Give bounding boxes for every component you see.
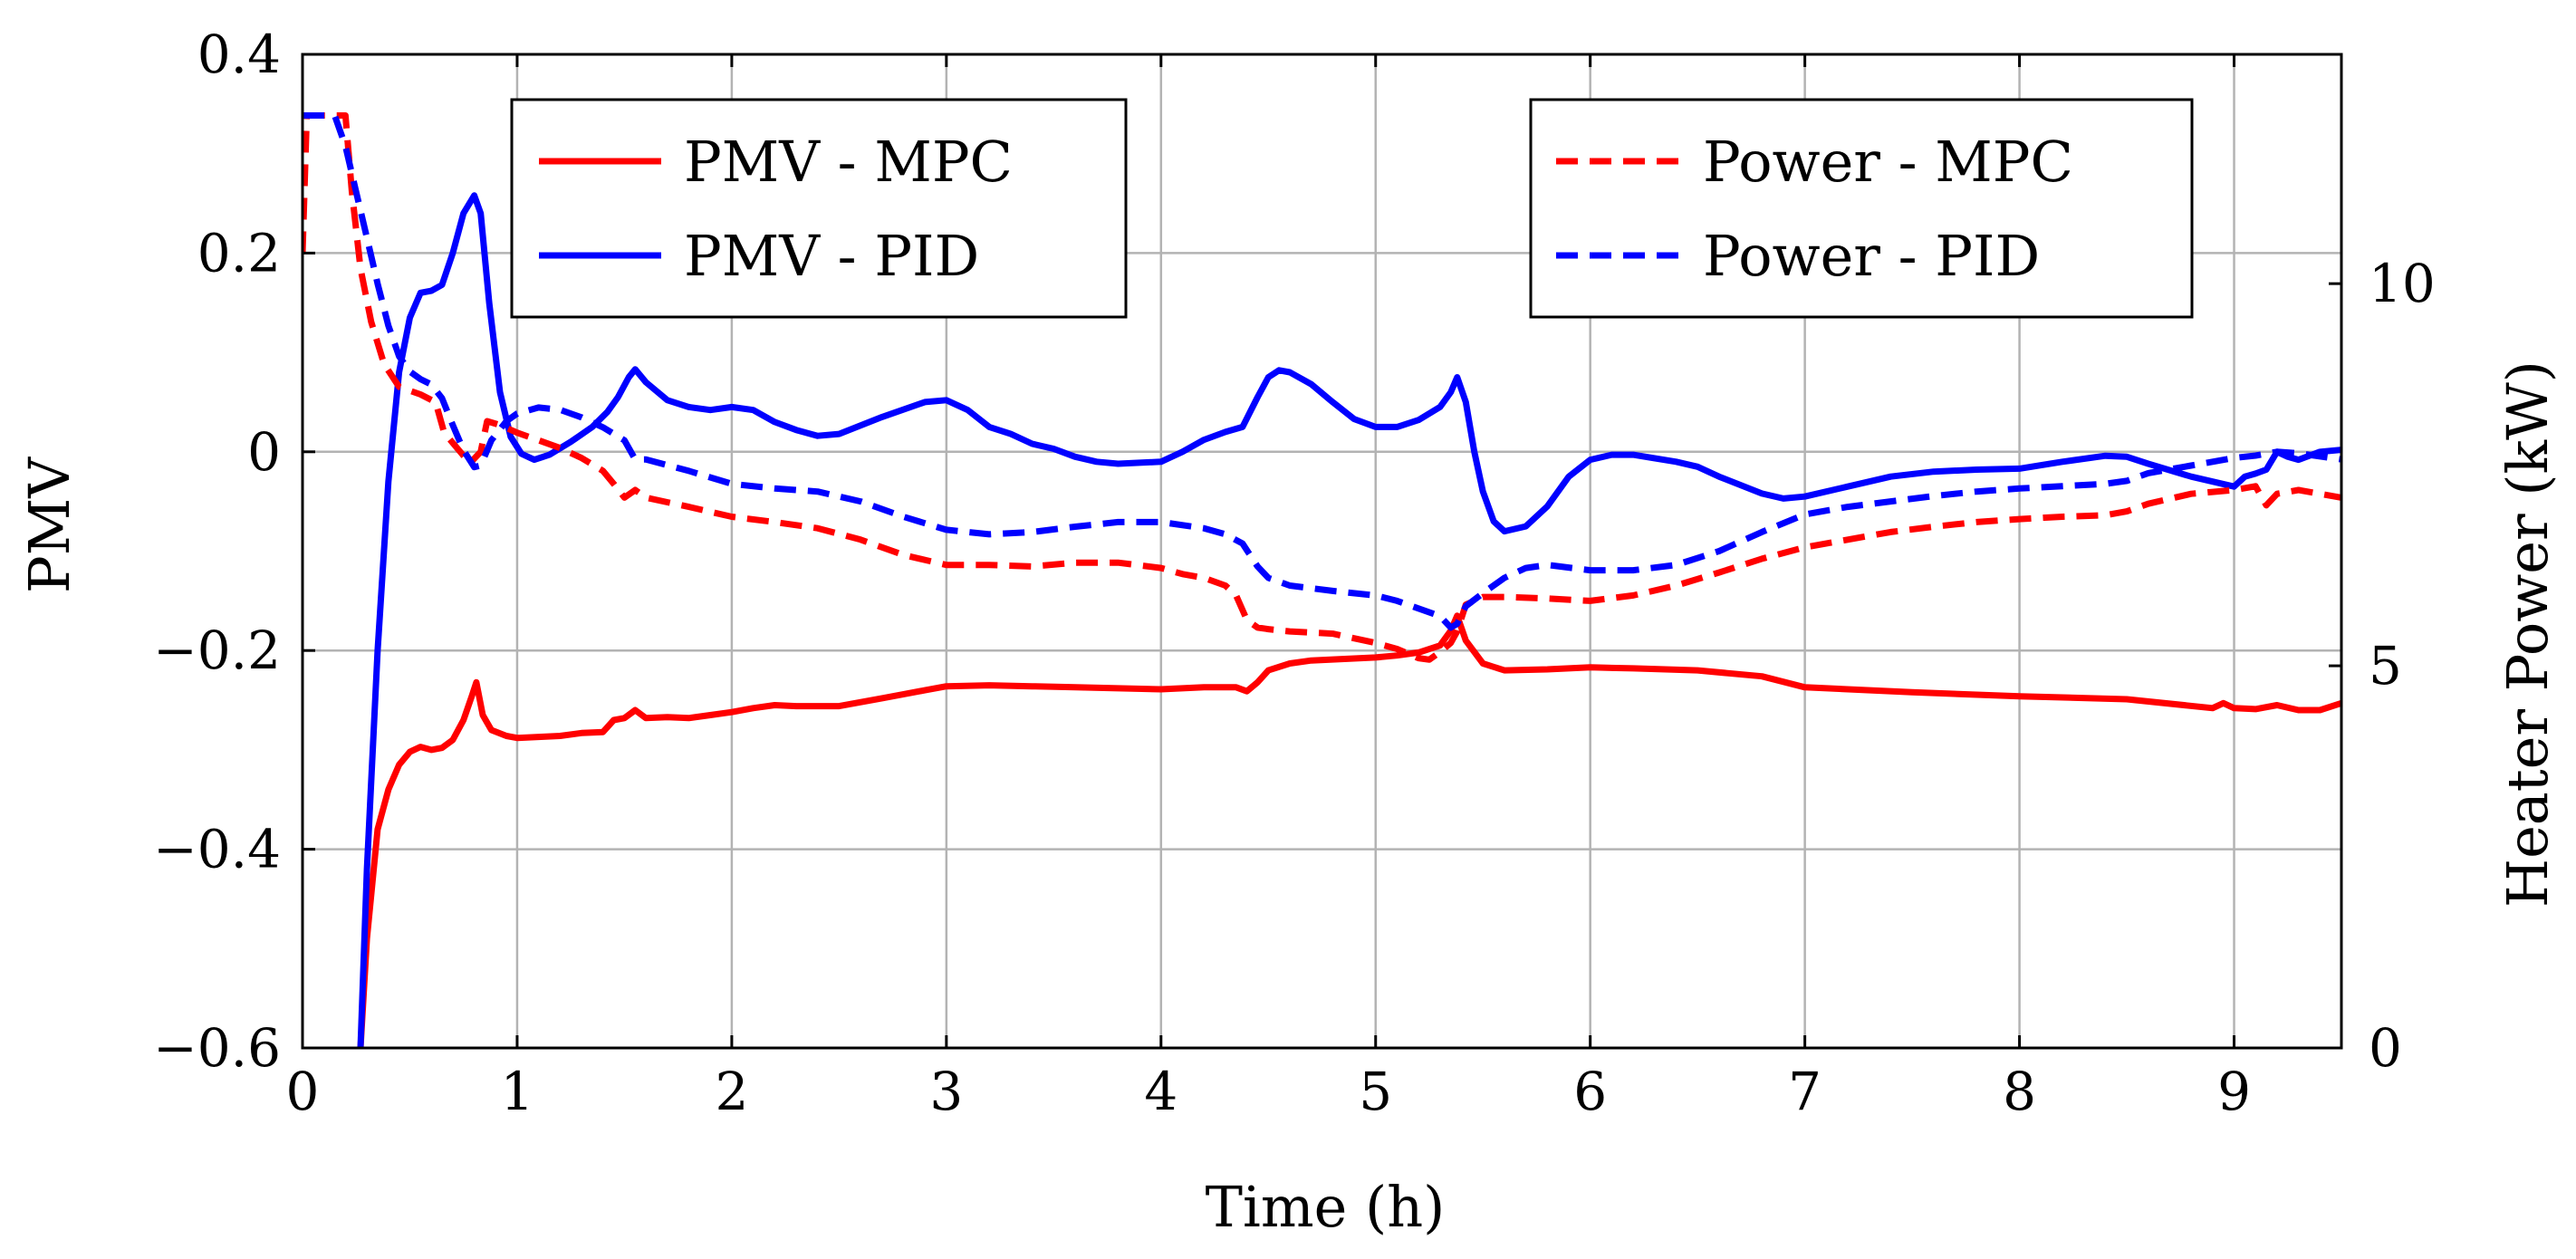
tick-labels: 0 1 2 3 4 5 6 7 8 9 −0.6 −0.4 −0.2 0 0.2 0.4 0 5 10 (153, 24, 2436, 1122)
series-line-pmv-pid (357, 192, 2341, 1048)
y2-tick-label: 0 (2369, 1017, 2402, 1079)
y-tick-label: −0.2 (153, 620, 281, 681)
series-line-pmv-mpc (357, 612, 2341, 1048)
x-tick-label: 3 (929, 1061, 963, 1122)
legend-right-box (1529, 98, 2194, 319)
y-tick-label: 0.4 (197, 24, 281, 85)
series-line-power-mpc (303, 112, 2341, 663)
x-tick-label: 5 (1359, 1061, 1392, 1122)
tick-layer (301, 53, 2341, 1050)
legend-left-box (510, 98, 1128, 319)
legend-label-power-mpc: Power - MPC (1703, 129, 2073, 195)
y-tick-label: 0.2 (197, 222, 281, 284)
x-tick-label: 4 (1144, 1061, 1177, 1122)
series-layer (303, 112, 2341, 1048)
y-axis-title: PMV (16, 457, 82, 593)
x-tick-label: 9 (2217, 1061, 2251, 1122)
x-tick-label: 7 (1788, 1061, 1821, 1122)
x-tick-label: 6 (1573, 1061, 1607, 1122)
x-tick-label: 0 (286, 1061, 320, 1122)
y-tick-label: −0.6 (153, 1017, 281, 1079)
series-line-power-pid (303, 112, 2341, 631)
x-tick-label: 8 (2003, 1061, 2036, 1122)
x-tick-label: 1 (500, 1061, 533, 1122)
y2-tick-label: 5 (2369, 635, 2402, 697)
legend-label-pmv-mpc: PMV - MPC (684, 129, 1013, 195)
y-tick-label: −0.4 (153, 819, 281, 880)
y-tick-label: 0 (247, 421, 281, 483)
legend-label-pmv-pid: PMV - PID (684, 223, 979, 289)
y2-axis-title: Heater Power (kW) (2494, 360, 2561, 908)
legend-label-power-pid: Power - PID (1703, 223, 2040, 289)
legend-right: Power - MPC Power - PID (1529, 98, 2194, 319)
y2-tick-label: 10 (2369, 253, 2436, 314)
x-tick-label: 2 (715, 1061, 748, 1122)
plot-frame (301, 53, 2343, 1050)
x-axis-title: Time (h) (1206, 1174, 1446, 1240)
legend-left: PMV - MPC PMV - PID (510, 98, 1128, 319)
